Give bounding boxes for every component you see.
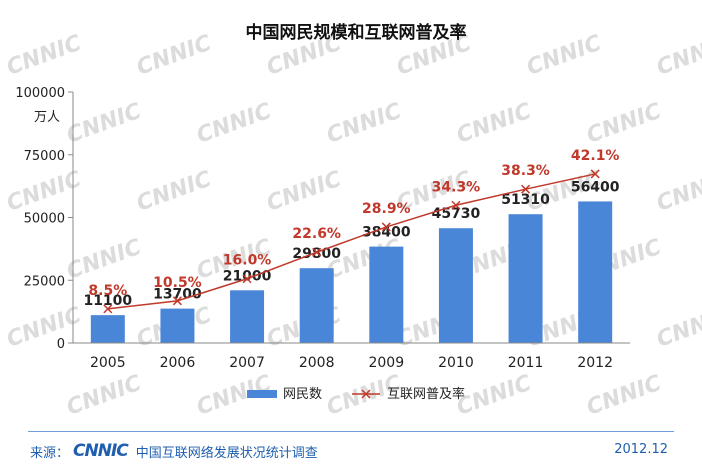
watermark-text: CNNIC [194,99,275,149]
y-tick-label: 50000 [24,212,65,227]
source-label: 来源： [30,445,70,461]
line-value-label: 34.3% [432,179,481,195]
line-point [521,184,531,194]
line-value-label: 8.5% [88,283,127,299]
line-value-label: 10.5% [153,275,202,291]
watermark-text: CNNIC [584,99,665,149]
x-tick-label: 2010 [438,355,474,371]
watermark-text: CNNIC [4,31,85,81]
legend: 网民数 互联网普及率 [247,386,465,402]
line-point [242,274,252,284]
bar [90,315,125,343]
line-point [590,169,600,179]
line-series: 8.5% 10.5% 16.0% 22.6% 28.9% 34.3% 38.3% 42.1% [88,148,620,314]
bar-value-label: 29800 [292,246,341,262]
y-tick-label: 75000 [24,149,65,164]
bar-value-label: 51310 [501,192,550,208]
x-tick-label: 2007 [229,355,265,371]
line-value-label: 28.9% [362,201,411,217]
y-tick-label: 25000 [24,274,65,289]
watermark-text: CNNIC [64,99,145,149]
y-axis: 100000 75000 50000 25000 0 [15,86,74,352]
penetration-line [107,173,596,310]
line-value-label: 42.1% [571,148,620,164]
x-tick-label: 2008 [299,355,335,371]
x-tick-label: 2006 [160,355,196,371]
bar [508,214,543,343]
watermark-text: CNNIC [584,371,665,421]
bar-series: 11100 13700 21000 29800 38400 45730 51310 56400 [83,179,620,343]
legend-x-marker-icon [361,389,371,399]
watermark-text: CNNIC [324,99,405,149]
bar [438,228,473,343]
x-tick-label: 2005 [90,355,126,371]
watermark-text: CNNIC [64,235,145,285]
bar [299,268,334,343]
footer-date: 2012.12 [614,442,668,457]
chart-title: 中国网民规模和互联网普及率 [246,22,467,43]
bar [369,246,404,343]
bar-value-label: 56400 [571,179,620,195]
footer: 来源： CNNIC 中国互联网络发展状况统计调查 2012.12 [0,430,702,468]
source-text: 中国互联网络发展状况统计调查 [135,445,318,461]
line-value-label: 16.0% [223,253,272,269]
x-axis: 2005 2006 2007 2008 2009 2010 2011 2012 [73,342,630,371]
legend-label-penetration: 互联网普及率 [387,386,465,402]
line-point [172,296,182,306]
bar-value-label: 38400 [362,225,411,241]
bar-value-label: 21000 [223,268,272,284]
line-value-label: 38.3% [501,163,550,179]
watermark-text: CNNIC [134,31,215,81]
line-value-label: 22.6% [292,226,341,242]
bar [160,308,195,343]
watermark-text: CNNIC [64,371,145,421]
legend-bar-swatch [247,390,277,398]
y-axis-unit: 万人 [34,110,60,125]
y-tick-label: 0 [57,337,65,352]
watermark-text: CNNIC [454,371,535,421]
y-tick-label: 100000 [15,86,65,101]
x-tick-label: 2011 [508,355,544,371]
watermark-text: CNNIC [524,31,605,81]
watermark-text: CNNIC [654,303,702,353]
cnnic-logo: CNNIC [73,441,129,461]
bar-value-label: 45730 [432,206,481,222]
bar-value-label: 11100 [83,293,132,309]
watermark-text: CNNIC [264,167,345,217]
legend-label-users: 网民数 [283,387,322,402]
watermark-text: CNNIC [654,31,702,81]
x-tick-label: 2012 [577,355,613,371]
watermark-text: CNNIC [454,99,535,149]
line-point [451,200,461,210]
footer-divider [28,431,674,432]
bar [230,290,265,343]
watermark-text: CNNIC [134,167,215,217]
chart: CNNIC CNNIC CNNIC CNNIC CNNIC CNNIC CNNIC CNNIC… [4,22,702,421]
watermark-text: CNNIC [654,167,702,217]
x-tick-label: 2009 [368,355,404,371]
line-point [103,304,113,314]
footer-source: 来源： CNNIC 中国互联网络发展状况统计调查 [30,441,318,461]
line-point [312,247,322,257]
bar [578,201,613,343]
bar-value-label: 13700 [153,287,202,303]
line-point [381,222,391,232]
